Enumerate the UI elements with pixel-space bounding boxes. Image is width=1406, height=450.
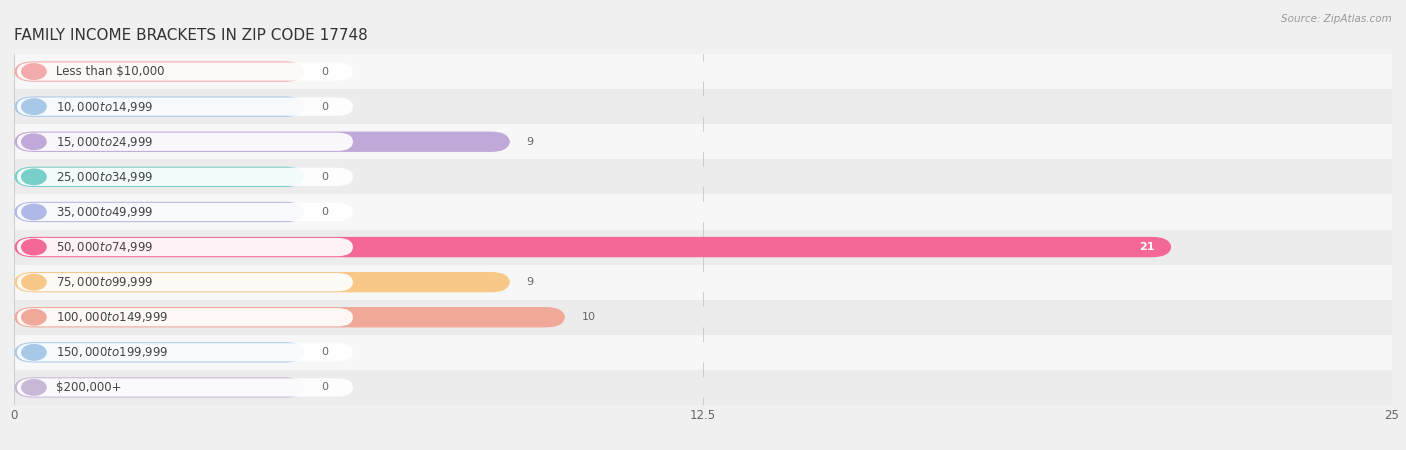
Bar bbox=[14, 265, 1392, 300]
FancyBboxPatch shape bbox=[14, 96, 1392, 117]
Text: $10,000 to $14,999: $10,000 to $14,999 bbox=[56, 99, 155, 114]
Text: $25,000 to $34,999: $25,000 to $34,999 bbox=[56, 170, 155, 184]
Text: Source: ZipAtlas.com: Source: ZipAtlas.com bbox=[1281, 14, 1392, 23]
Bar bbox=[14, 370, 1392, 405]
FancyBboxPatch shape bbox=[14, 202, 1392, 222]
Text: $200,000+: $200,000+ bbox=[56, 381, 122, 394]
FancyBboxPatch shape bbox=[17, 203, 353, 221]
Text: $150,000 to $199,999: $150,000 to $199,999 bbox=[56, 345, 169, 360]
FancyBboxPatch shape bbox=[14, 61, 1392, 82]
Text: $75,000 to $99,999: $75,000 to $99,999 bbox=[56, 275, 155, 289]
Text: 0: 0 bbox=[321, 207, 328, 217]
Text: 9: 9 bbox=[527, 277, 534, 287]
FancyBboxPatch shape bbox=[14, 342, 305, 363]
FancyBboxPatch shape bbox=[17, 273, 353, 291]
Text: $100,000 to $149,999: $100,000 to $149,999 bbox=[56, 310, 169, 324]
Text: $50,000 to $74,999: $50,000 to $74,999 bbox=[56, 240, 155, 254]
FancyBboxPatch shape bbox=[14, 96, 305, 117]
FancyBboxPatch shape bbox=[14, 166, 305, 187]
Circle shape bbox=[21, 239, 46, 255]
Text: 0: 0 bbox=[321, 67, 328, 76]
Circle shape bbox=[21, 345, 46, 360]
Text: Less than $10,000: Less than $10,000 bbox=[56, 65, 165, 78]
FancyBboxPatch shape bbox=[17, 63, 353, 81]
FancyBboxPatch shape bbox=[17, 378, 353, 396]
Bar bbox=[14, 124, 1392, 159]
Bar bbox=[14, 89, 1392, 124]
Circle shape bbox=[21, 380, 46, 395]
FancyBboxPatch shape bbox=[14, 131, 1392, 152]
FancyBboxPatch shape bbox=[14, 272, 510, 292]
FancyBboxPatch shape bbox=[17, 238, 353, 256]
Circle shape bbox=[21, 204, 46, 220]
FancyBboxPatch shape bbox=[17, 98, 353, 116]
Text: 0: 0 bbox=[321, 102, 328, 112]
FancyBboxPatch shape bbox=[14, 202, 305, 222]
FancyBboxPatch shape bbox=[17, 133, 353, 151]
Circle shape bbox=[21, 99, 46, 114]
FancyBboxPatch shape bbox=[14, 377, 305, 398]
Circle shape bbox=[21, 64, 46, 79]
FancyBboxPatch shape bbox=[14, 342, 1392, 363]
Bar bbox=[14, 194, 1392, 230]
Bar bbox=[14, 335, 1392, 370]
Text: $15,000 to $24,999: $15,000 to $24,999 bbox=[56, 135, 155, 149]
FancyBboxPatch shape bbox=[14, 237, 1392, 257]
FancyBboxPatch shape bbox=[17, 343, 353, 361]
Text: $35,000 to $49,999: $35,000 to $49,999 bbox=[56, 205, 155, 219]
Bar bbox=[14, 300, 1392, 335]
Circle shape bbox=[21, 134, 46, 149]
FancyBboxPatch shape bbox=[14, 307, 1392, 328]
FancyBboxPatch shape bbox=[14, 131, 510, 152]
FancyBboxPatch shape bbox=[14, 61, 305, 82]
FancyBboxPatch shape bbox=[14, 166, 1392, 187]
FancyBboxPatch shape bbox=[14, 307, 565, 328]
Text: 0: 0 bbox=[321, 382, 328, 392]
FancyBboxPatch shape bbox=[17, 308, 353, 326]
FancyBboxPatch shape bbox=[14, 377, 1392, 398]
FancyBboxPatch shape bbox=[14, 272, 1392, 292]
FancyBboxPatch shape bbox=[17, 168, 353, 186]
Circle shape bbox=[21, 169, 46, 184]
Bar bbox=[14, 230, 1392, 265]
Bar bbox=[14, 54, 1392, 89]
FancyBboxPatch shape bbox=[14, 237, 1171, 257]
Text: FAMILY INCOME BRACKETS IN ZIP CODE 17748: FAMILY INCOME BRACKETS IN ZIP CODE 17748 bbox=[14, 28, 368, 43]
Circle shape bbox=[21, 310, 46, 325]
Text: 10: 10 bbox=[582, 312, 596, 322]
Text: 9: 9 bbox=[527, 137, 534, 147]
Circle shape bbox=[21, 274, 46, 290]
Text: 0: 0 bbox=[321, 172, 328, 182]
Bar bbox=[14, 159, 1392, 194]
Text: 21: 21 bbox=[1139, 242, 1154, 252]
Text: 0: 0 bbox=[321, 347, 328, 357]
